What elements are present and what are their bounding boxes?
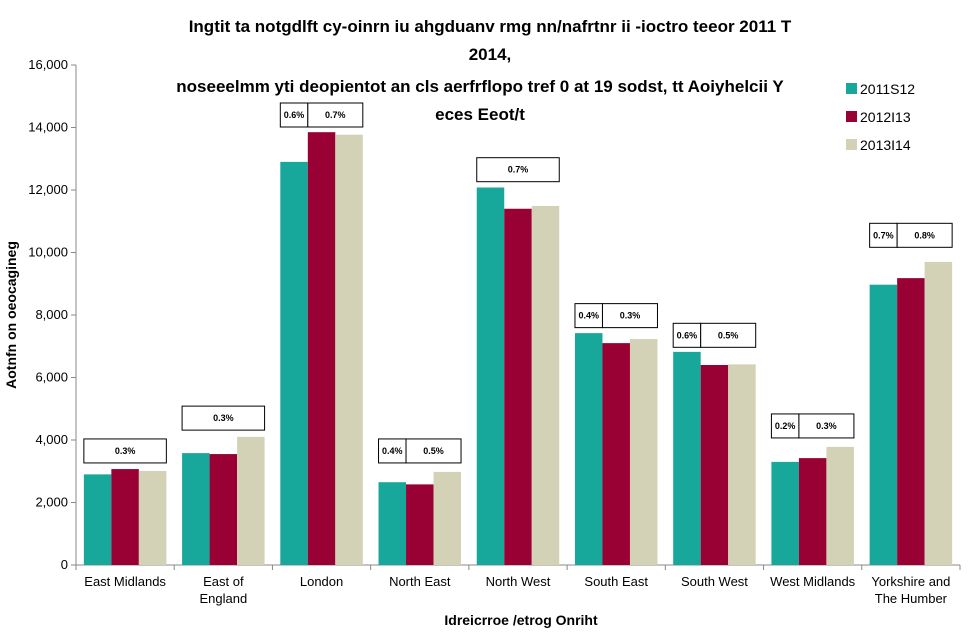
x-tick-label: North West [486, 574, 551, 589]
bar [798, 458, 827, 565]
bar [673, 351, 701, 565]
annotation-label: 0.4% [578, 311, 599, 321]
y-tick-label: 6,000 [35, 370, 68, 385]
annotation-box [672, 322, 702, 348]
bar [700, 365, 729, 565]
annotation-label: 0.3% [620, 311, 641, 321]
chart-title: Ingtit ta notgdlft cy-oinrn iu ahgduanv … [176, 17, 792, 124]
annotation-box [181, 405, 266, 431]
bar [771, 461, 799, 565]
legend-label: 2012I13 [860, 109, 911, 125]
bar [869, 284, 898, 565]
bar [335, 134, 363, 565]
y-tick-label: 10,000 [28, 245, 68, 260]
x-tick-label: West Midlands [770, 574, 856, 589]
bar [182, 453, 210, 565]
x-tick-label: East Midlands [84, 574, 166, 589]
bar [209, 454, 238, 565]
bar [924, 261, 953, 565]
bar [111, 469, 139, 565]
legend-label: 2011S12 [860, 81, 915, 97]
x-tick-label: England [199, 591, 247, 606]
annotation-label: 0.2% [775, 421, 796, 431]
chart-title-line-4: eces Eeot/t [435, 105, 525, 124]
annotation-box [378, 438, 407, 464]
annotation-box [601, 303, 658, 329]
bar [728, 364, 756, 565]
bar [280, 161, 308, 565]
annotation-label: 0.3% [213, 413, 234, 423]
bar [237, 436, 265, 565]
y-tick-label: 16,000 [28, 57, 68, 72]
annotation-box [279, 102, 309, 128]
annotation-label: 0.4% [382, 446, 403, 456]
annotation-label: 0.7% [325, 110, 346, 120]
bars [83, 132, 953, 565]
x-tick-label: London [300, 574, 343, 589]
annotation-box [574, 303, 603, 329]
x-tick-label: South East [584, 574, 648, 589]
bar [504, 208, 532, 565]
x-tick-label: East of [203, 574, 244, 589]
bar [307, 132, 336, 565]
bar [629, 339, 658, 565]
annotation-box [896, 222, 953, 248]
bar [378, 482, 407, 565]
annotation-box [476, 157, 560, 183]
annotation-label: 0.5% [423, 446, 444, 456]
y-tick-label: 8,000 [35, 307, 68, 322]
annotation-box [307, 102, 364, 128]
annotations: 0.3% 0.3% 0.6% 0.7% 0.4% 0.5% 0.7% 0.4% 0.3% 0.6%… [83, 102, 953, 464]
annotation-box [405, 438, 462, 464]
bar [83, 474, 112, 565]
annotation-box [869, 222, 898, 248]
x-tick-labels: East Midlands East of England London North E… [84, 574, 950, 606]
bar [406, 484, 434, 565]
legend-swatch [846, 83, 857, 94]
annotation-box [798, 413, 855, 439]
chart-title-line-3: noseeelmm yti deopientot an cls aerfrflo… [176, 77, 784, 96]
bar [531, 205, 560, 565]
bar [476, 187, 505, 565]
bar [138, 470, 167, 565]
annotation-label: 0.8% [914, 230, 935, 240]
legend: 2011S12 2012I13 2013I14 [846, 81, 915, 153]
y-axis-title: Aotnfn on oeocagineg [3, 241, 19, 389]
annotation-box [83, 438, 167, 464]
y-tick-label: 0 [61, 557, 68, 572]
bar [433, 471, 462, 565]
y-tick-labels: 0 2,000 4,000 6,000 8,000 10,000 12,000 14,000 1… [28, 57, 68, 572]
x-tick-label: Yorkshire and [871, 574, 950, 589]
x-tick-label: South West [681, 574, 748, 589]
bar [602, 343, 630, 565]
annotation-box [770, 413, 800, 439]
annotation-label: 0.6% [284, 110, 305, 120]
annotation-label: 0.3% [115, 446, 136, 456]
x-tick-label: North East [389, 574, 451, 589]
annotation-label: 0.7% [508, 165, 529, 175]
bar [826, 446, 854, 565]
bar [574, 333, 603, 565]
annotation-label: 0.3% [816, 421, 837, 431]
legend-swatch [846, 111, 857, 122]
y-tick-label: 12,000 [28, 182, 68, 197]
bar [897, 278, 925, 565]
annotation-box [700, 322, 757, 348]
y-tick-label: 4,000 [35, 432, 68, 447]
annotation-label: 0.6% [677, 330, 698, 340]
y-tick-label: 14,000 [28, 120, 68, 135]
y-tick-label: 2,000 [35, 495, 68, 510]
annotation-label: 0.7% [873, 230, 894, 240]
chart-title-line-1: Ingtit ta notgdlft cy-oinrn iu ahgduanv … [189, 17, 792, 36]
x-axis-title: Idreicrroe /etrog Onriht [444, 612, 598, 628]
legend-label: 2013I14 [860, 137, 911, 153]
chart-title-line-2: 2014, [469, 45, 512, 64]
x-tick-label: The Humber [875, 591, 948, 606]
legend-swatch [846, 139, 857, 150]
annotation-label: 0.5% [718, 330, 739, 340]
